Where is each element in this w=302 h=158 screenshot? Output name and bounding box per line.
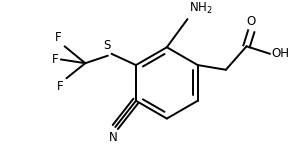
- Text: S: S: [103, 39, 111, 52]
- Text: F: F: [57, 80, 64, 93]
- Text: F: F: [51, 53, 58, 66]
- Text: NH$_2$: NH$_2$: [189, 1, 213, 16]
- Text: F: F: [55, 31, 62, 44]
- Text: OH: OH: [272, 47, 290, 60]
- Text: N: N: [109, 131, 118, 144]
- Text: O: O: [247, 15, 256, 27]
